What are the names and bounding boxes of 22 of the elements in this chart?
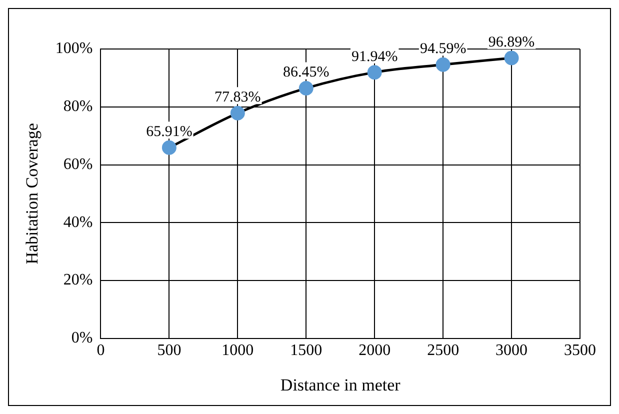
y-axis-title: Habitation Coverage [22, 123, 42, 264]
data-label: 65.91% [146, 124, 192, 140]
x-tick-label: 0 [96, 342, 105, 360]
y-tick-label: 20% [63, 272, 93, 289]
x-tick-label: 1500 [290, 342, 322, 360]
x-tick-label: 500 [157, 342, 182, 360]
y-tick-label: 100% [55, 40, 93, 58]
x-tick-label: 2500 [427, 342, 460, 360]
y-tick-label: 0% [71, 330, 93, 347]
x-tick-label: 3500 [564, 342, 596, 360]
data-label: 94.59% [420, 41, 466, 58]
data-label: 77.83% [214, 90, 261, 106]
x-tick-label: 3000 [496, 342, 528, 360]
data-label: 96.89% [488, 34, 535, 50]
x-tick-label: 1000 [222, 342, 254, 360]
x-tick-label: 2000 [358, 342, 391, 360]
data-label: 91.94% [351, 48, 398, 65]
x-axis-title: Distance in meter [280, 375, 401, 394]
y-tick-label: 80% [63, 98, 93, 116]
y-tick-label: 40% [63, 214, 93, 231]
data-label: 86.45% [283, 64, 330, 81]
y-tick-label: 60% [63, 156, 93, 173]
